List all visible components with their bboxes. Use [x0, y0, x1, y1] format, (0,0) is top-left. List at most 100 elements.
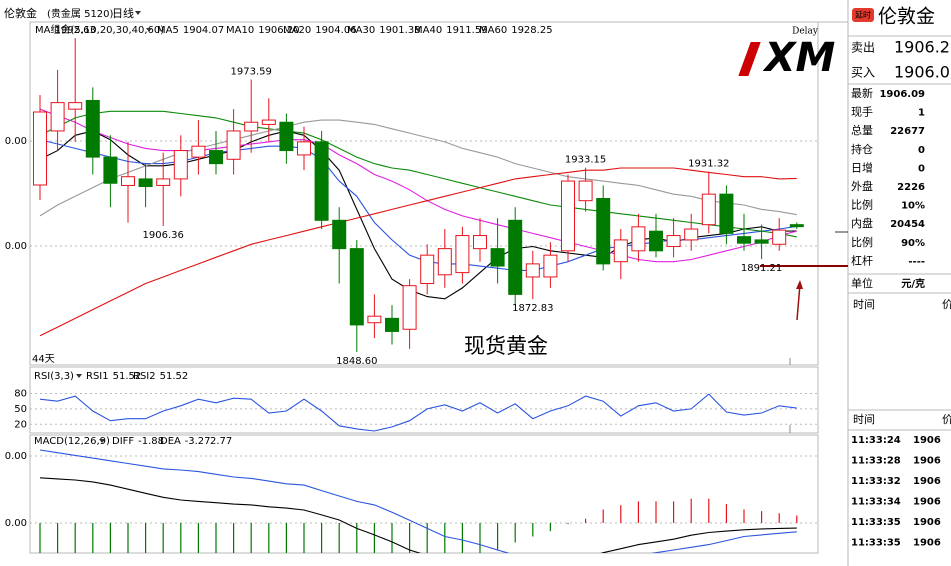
- logo-text: XM: [762, 35, 836, 81]
- badge: 延时: [855, 10, 871, 20]
- market: (贵金属 5120): [47, 7, 114, 20]
- rsi-name: RSI1: [86, 371, 109, 382]
- candle-body: [596, 198, 611, 265]
- candle-body: [244, 121, 259, 132]
- ma-label[interactable]: MA组合(5,10,20,30,40,60): [35, 23, 164, 36]
- macd-value: 2.77: [210, 436, 232, 447]
- candle-body: [349, 248, 364, 326]
- row-value: 元/克: [901, 277, 925, 290]
- delay-label: Delay: [792, 27, 819, 37]
- candle-body: [402, 285, 417, 330]
- tick-price: 1906: [913, 435, 941, 446]
- row-label: 日增: [851, 160, 873, 174]
- candle-body: [173, 150, 188, 180]
- y-tick-label: 0.00: [5, 136, 27, 147]
- ma-line: [39, 108, 797, 263]
- candle-body: [525, 263, 540, 278]
- low-label: 1906.36: [143, 230, 184, 241]
- candle-body: [33, 111, 47, 186]
- row-label: 现手: [851, 105, 873, 119]
- count-label: 44天: [32, 354, 55, 365]
- row-label: 比例: [851, 198, 873, 212]
- row-value: 0: [918, 163, 925, 174]
- row-value: 1: [918, 108, 925, 119]
- ma-legend: MA10 1906.20: [226, 25, 300, 36]
- candle-body: [737, 236, 751, 244]
- dea-line: [39, 449, 797, 553]
- period[interactable]: 日线: [112, 6, 134, 20]
- ma-line: [39, 110, 797, 238]
- candle-body: [754, 239, 769, 244]
- candle-body: [332, 219, 347, 250]
- quote-price: 1906.09: [894, 63, 951, 82]
- ma-legend: MA5 1904.07: [157, 25, 224, 36]
- ma-name: MA40: [414, 25, 442, 36]
- candle-body: [578, 180, 593, 202]
- dropdown-icon[interactable]: [135, 11, 141, 15]
- candle-body: [261, 119, 276, 125]
- macd-legend: DEA -3.27: [160, 436, 211, 447]
- row-label: 内盘: [851, 216, 873, 230]
- rsi-label[interactable]: RSI(3,3): [34, 371, 74, 382]
- ma-name: MA30: [347, 25, 375, 36]
- rsi-plot: [39, 393, 797, 432]
- dropdown-icon[interactable]: [146, 28, 152, 32]
- row-value: 1906.09: [879, 89, 925, 100]
- y-tick-label: 0.00: [5, 518, 27, 529]
- rsi-legend: RSI1 51.52: [86, 371, 141, 382]
- macd-legend: DIFF -1.88: [112, 436, 164, 447]
- rsi-line: [39, 393, 797, 432]
- y-tick-label: 50: [14, 404, 27, 415]
- arrow: [796, 283, 801, 321]
- row-value: 22677: [890, 126, 925, 137]
- dropdown-icon[interactable]: [99, 439, 105, 443]
- badge-bg: [852, 8, 874, 22]
- candle-body: [473, 235, 487, 250]
- tick-time: 11:33:35: [851, 517, 901, 528]
- quote-label: 卖出: [851, 41, 875, 55]
- row-label: 持仓: [851, 142, 873, 156]
- candle-body: [279, 121, 294, 152]
- macd-name: DIFF: [112, 436, 134, 447]
- col-header: 价: [942, 413, 951, 426]
- candle-body: [138, 178, 153, 188]
- ma-value: 1901.38: [379, 25, 420, 36]
- row-value: 10%: [901, 201, 925, 212]
- candle-body: [437, 248, 452, 276]
- rsi-legend: RSI2 51.52: [133, 371, 188, 382]
- candle-body: [543, 254, 558, 278]
- low-label: 1848.60: [336, 356, 377, 367]
- row-label: 杠杆: [851, 253, 873, 267]
- ma-value: 1928.25: [511, 25, 552, 36]
- candle-body: [613, 239, 628, 263]
- dropdown-icon[interactable]: [76, 374, 82, 378]
- candle-body: [455, 235, 470, 274]
- ma-name: MA20: [283, 25, 311, 36]
- y-tick-label: 0.00: [5, 451, 27, 462]
- tick-time: 11:33:28: [851, 456, 901, 467]
- candle-body: [68, 102, 83, 110]
- candle-body: [649, 230, 663, 252]
- candle-body: [490, 248, 505, 267]
- ma-legend: MA40 1911.59: [414, 25, 488, 36]
- candle-body: [561, 180, 575, 252]
- candle-body: [666, 235, 681, 247]
- high-label: 1973.59: [231, 67, 272, 78]
- row-value: 2226: [897, 182, 925, 193]
- panel-frames: [29, 0, 849, 566]
- diff-line: [39, 477, 797, 553]
- candle-body: [772, 229, 787, 245]
- col-header: 时间: [853, 298, 875, 311]
- candle-body: [121, 176, 135, 186]
- tick-price: 1906: [913, 497, 941, 508]
- high-label: 1933.15: [565, 155, 606, 166]
- ma-line: [39, 167, 797, 337]
- tick-time: 11:33:34: [851, 497, 901, 508]
- candle-body: [297, 141, 311, 156]
- row-label: 单位: [851, 276, 873, 290]
- macd-label[interactable]: MACD(12,26,9): [34, 436, 110, 447]
- high-label: 1992.63: [55, 25, 96, 36]
- ma-value: 1911.59: [446, 25, 487, 36]
- annotation: 现货黄金: [464, 334, 548, 358]
- candle-body: [385, 317, 399, 332]
